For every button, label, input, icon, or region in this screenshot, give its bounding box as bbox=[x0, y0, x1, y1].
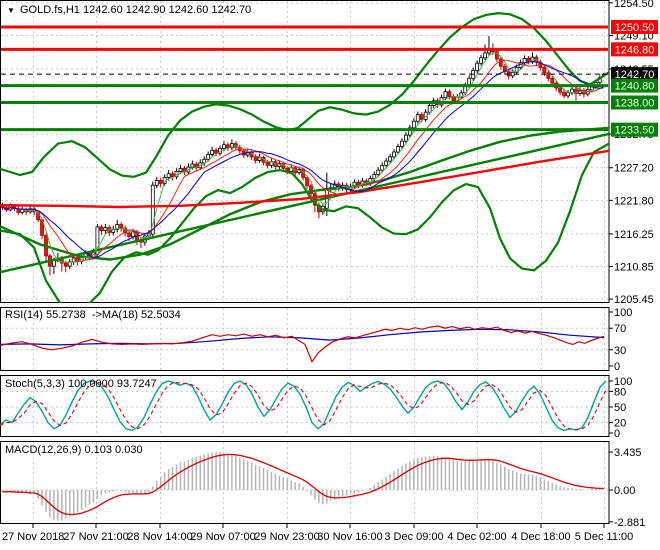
price-tick-label: 1254.50 bbox=[614, 0, 654, 10]
main-vgrid bbox=[33, 1, 605, 302]
price-badge-green bbox=[611, 122, 658, 137]
main-chart-plot[interactable] bbox=[0, 2, 609, 310]
price-tick-label: 1227.20 bbox=[614, 163, 654, 175]
time-tick-label: 30 Nov 16:00 bbox=[317, 531, 382, 543]
time-tick-label: 27 Nov 2018 bbox=[2, 531, 64, 543]
price-axis[interactable]: 1254.501249.101243.551232.751227.201221.… bbox=[609, 0, 658, 306]
price-badge-green bbox=[611, 78, 658, 93]
rsi-tick-label: 100 bbox=[614, 307, 632, 319]
macd-tick-label: -2.881 bbox=[614, 517, 645, 529]
price-badge-label: 1233.50 bbox=[615, 125, 655, 137]
price-badge-label: 1238.00 bbox=[615, 98, 655, 110]
time-tick-label: 4 Dec 02:00 bbox=[447, 531, 506, 543]
rsi-tick-label: 0 bbox=[614, 361, 620, 373]
time-tick-label: 4 Dec 18:00 bbox=[511, 531, 570, 543]
stoch-tick-label: 100 bbox=[614, 376, 632, 388]
time-tick-label: 3 Dec 09:00 bbox=[384, 531, 443, 543]
stoch-k-line bbox=[0, 380, 607, 432]
trendline[interactable] bbox=[0, 132, 609, 274]
macd-plot[interactable] bbox=[1, 452, 605, 521]
macd-tick-label: 3.435 bbox=[614, 447, 642, 459]
stoch-vgrid bbox=[33, 376, 605, 436]
symbol-ohlc-readout: GOLD.fs,H1 1242.60 1242.90 1242.60 1242.… bbox=[20, 4, 252, 16]
time-tick-label: 29 Nov 23:00 bbox=[254, 531, 319, 543]
rsi-tick-label: 30 bbox=[614, 345, 626, 357]
symbol-marker-icon: ▼ bbox=[7, 6, 15, 15]
stoch-tick-label: 0 bbox=[614, 428, 620, 440]
price-badge-green bbox=[611, 95, 658, 110]
macd-panel[interactable] bbox=[0, 441, 610, 524]
price-tick-label: 1221.80 bbox=[614, 195, 654, 207]
time-tick-label: 5 Dec 11:00 bbox=[575, 531, 634, 543]
price-badge-label: 1242.70 bbox=[615, 69, 655, 81]
rsi-indicator-label: RSI(14) 55.2738 ->MA(18) 52.5034 bbox=[5, 309, 181, 321]
stoch-d-line bbox=[0, 381, 607, 431]
rsi-levels bbox=[1, 327, 608, 351]
price-tick-label: 1205.45 bbox=[614, 294, 654, 306]
bollinger-upper-band[interactable] bbox=[0, 11, 609, 178]
stoch-indicator-label: Stoch(5,3,3) 100.0000 93.7247 bbox=[5, 378, 157, 390]
fast-ma-blue[interactable] bbox=[2, 61, 604, 259]
stoch-levels bbox=[1, 390, 608, 424]
macd-indicator-label: MACD(12,26,9) 0.103 0.030 bbox=[5, 444, 143, 456]
rsi-axis[interactable]: 100 70 30 0 bbox=[609, 307, 632, 373]
price-tick-label: 1210.85 bbox=[614, 261, 654, 273]
bollinger-lower-band[interactable] bbox=[0, 142, 609, 310]
price-tick-label: 1216.25 bbox=[614, 229, 654, 241]
fast-ma-red[interactable] bbox=[2, 59, 604, 262]
rsi-tick-label: 70 bbox=[614, 323, 626, 335]
time-tick-label: 27 Nov 21:00 bbox=[63, 531, 128, 543]
price-badge-black bbox=[611, 67, 658, 82]
rsi-vgrid bbox=[33, 308, 605, 370]
stoch-tick-label: 80 bbox=[614, 386, 626, 398]
time-tick-label: 29 Nov 07:00 bbox=[190, 531, 255, 543]
price-badge-label: 1246.80 bbox=[615, 44, 655, 56]
price-badge-red bbox=[611, 42, 658, 57]
stoch-tick-label: 20 bbox=[614, 418, 626, 430]
price-badge-label: 1250.50 bbox=[615, 22, 655, 34]
time-tick-label: 28 Nov 14:00 bbox=[127, 531, 192, 543]
rsi-plot[interactable] bbox=[0, 325, 605, 363]
rsi-line bbox=[0, 325, 605, 363]
rsi-ma-line bbox=[0, 328, 605, 346]
stoch-panel[interactable] bbox=[0, 375, 610, 437]
stoch-tick-label: 50 bbox=[614, 402, 626, 414]
rsi-panel[interactable] bbox=[0, 307, 610, 371]
price-badge-red bbox=[611, 20, 658, 34]
slow-ma-red[interactable] bbox=[0, 149, 609, 209]
stoch-plot[interactable] bbox=[0, 380, 607, 432]
price-badge-label: 1240.80 bbox=[615, 81, 655, 93]
macd-signal-line bbox=[2, 453, 604, 516]
macd-axis[interactable]: 3.435 0.00 -2.881 bbox=[609, 447, 645, 529]
macd-tick-label: 0.00 bbox=[614, 485, 635, 497]
slow-ma-green[interactable] bbox=[0, 126, 609, 261]
